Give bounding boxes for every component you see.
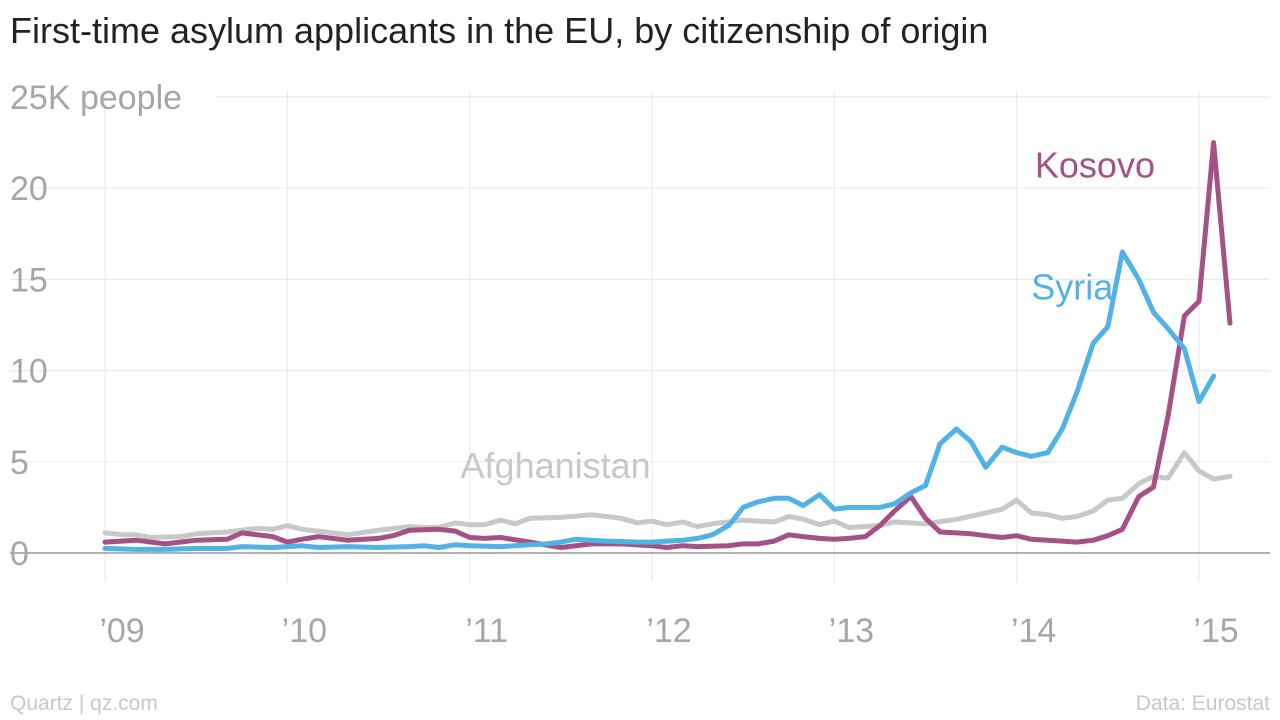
y-tick-label: 10 bbox=[10, 353, 48, 391]
x-tick-label: ’15 bbox=[1193, 612, 1238, 650]
series-lines bbox=[102, 140, 1233, 552]
y-axis-title: 25K people bbox=[10, 79, 182, 117]
x-tick-label: ’09 bbox=[99, 612, 144, 650]
y-tick-label: 0 bbox=[10, 535, 29, 573]
series-line-afghanistan bbox=[102, 450, 1233, 540]
y-tick-label: 20 bbox=[10, 170, 48, 208]
chart-labels: ’09 ’10 ’11 ’12 ’13 ’14 ’15 0 5 10 15 20 25K people A… bbox=[10, 79, 1239, 650]
series-label-kosovo: Kosovo bbox=[1035, 144, 1155, 185]
y-tick-label: 5 bbox=[10, 444, 29, 482]
grid-lines bbox=[10, 92, 1270, 582]
series-label-afghanistan: Afghanistan bbox=[461, 445, 651, 486]
series-line-kosovo bbox=[102, 140, 1233, 550]
footer-source-credit: Quartz | qz.com bbox=[10, 692, 158, 715]
x-tick-label: ’14 bbox=[1011, 612, 1056, 650]
x-tick-label: ’10 bbox=[282, 612, 327, 650]
footer-data-source: Data: Eurostat bbox=[1135, 692, 1270, 715]
series-label-syria: Syria bbox=[1031, 266, 1114, 307]
series-line-syria bbox=[102, 249, 1217, 552]
x-tick-label: ’11 bbox=[465, 612, 508, 650]
y-tick-label: 15 bbox=[10, 261, 48, 299]
x-tick-label: ’13 bbox=[829, 612, 874, 650]
chart-title: First-time asylum applicants in the EU, … bbox=[10, 10, 989, 51]
x-tick-label: ’12 bbox=[646, 612, 691, 650]
